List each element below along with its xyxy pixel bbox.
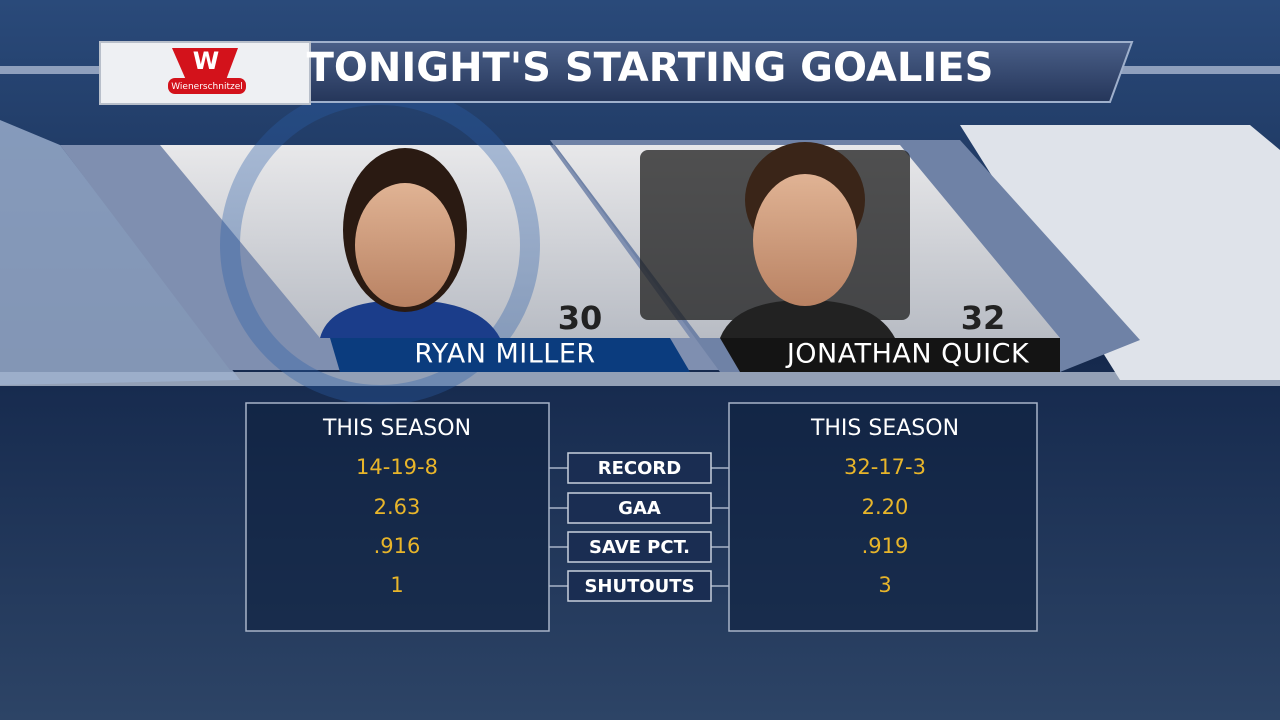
- name-bar: [720, 338, 1060, 372]
- stat-label-box: [567, 492, 712, 524]
- player-photo: [355, 183, 455, 307]
- sponsor-logo: [172, 48, 238, 80]
- title: TONIGHT'S STARTING GOALIES: [307, 45, 994, 91]
- stats-box: [728, 402, 1038, 632]
- stat-rows: RECORD 14-19-8 32-17-3 GAA 2.63 2.20 SAVE PCT.…: [356, 452, 926, 602]
- stat-label: SAVE PCT.: [589, 537, 690, 558]
- stat-value: 3: [878, 573, 891, 597]
- side-panel: [960, 125, 1280, 380]
- side-panel: [0, 120, 240, 385]
- stats-box: [245, 402, 550, 632]
- stat-value: .916: [374, 534, 421, 558]
- stat-label: GAA: [618, 498, 661, 519]
- season-label: THIS SEASON: [322, 416, 471, 441]
- stat-value: 14-19-8: [356, 455, 438, 479]
- player-name: RYAN MILLER: [414, 339, 595, 370]
- stat-value: 32-17-3: [844, 455, 926, 479]
- sponsor-name: Wienerschnitzel: [171, 82, 243, 92]
- stat-value: 2.20: [862, 495, 909, 519]
- stat-value: 1: [390, 573, 403, 597]
- stat-value: .919: [862, 534, 909, 558]
- sponsor-letter: W: [193, 47, 219, 75]
- name-bar: [330, 338, 690, 372]
- stat-label: RECORD: [598, 458, 681, 479]
- player-photo: [753, 174, 857, 306]
- player-number: 32: [961, 299, 1006, 337]
- player-photo: [720, 300, 895, 338]
- stat-label-box: [567, 570, 712, 602]
- season-label: THIS SEASON: [810, 416, 959, 441]
- light-streak: [0, 372, 1280, 386]
- stat-value: 2.63: [374, 495, 421, 519]
- sponsor-logo: [168, 78, 246, 94]
- player-name: JONATHAN QUICK: [785, 339, 1030, 370]
- stat-label-box: [567, 531, 712, 563]
- stat-label: SHUTOUTS: [584, 576, 694, 597]
- stat-label-box: [567, 452, 712, 484]
- player-number: 30: [558, 299, 603, 337]
- player-photo: [320, 300, 500, 338]
